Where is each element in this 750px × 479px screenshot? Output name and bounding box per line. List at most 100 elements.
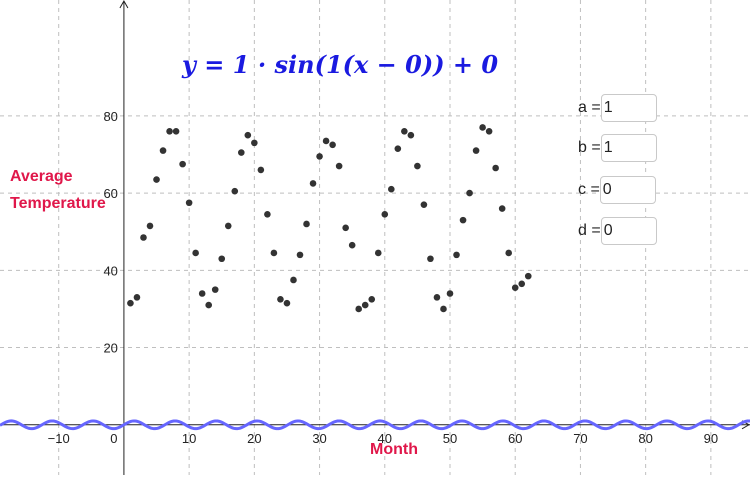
data-point[interactable] bbox=[264, 211, 271, 218]
parameter-c-row: c = 0 bbox=[578, 175, 656, 205]
data-point[interactable] bbox=[238, 149, 245, 156]
data-point[interactable] bbox=[459, 216, 467, 224]
data-point[interactable] bbox=[381, 211, 389, 218]
parameter-c-input[interactable]: 0 bbox=[599, 176, 656, 204]
data-point[interactable] bbox=[485, 128, 493, 135]
data-point[interactable] bbox=[505, 249, 512, 257]
parameter-d-input[interactable]: 0 bbox=[600, 217, 657, 245]
data-point[interactable] bbox=[433, 294, 441, 301]
data-points bbox=[127, 124, 532, 313]
data-point[interactable] bbox=[407, 131, 415, 139]
function-equation: y = 1 · sin(1(x − 0)) + 0 bbox=[182, 50, 499, 79]
data-point[interactable] bbox=[388, 185, 395, 193]
data-point[interactable] bbox=[329, 141, 336, 149]
data-point[interactable] bbox=[211, 286, 219, 293]
sine-curve-layer bbox=[0, 419, 750, 431]
data-point[interactable] bbox=[414, 162, 421, 170]
x-tick-label: 50 bbox=[443, 431, 457, 446]
y-tick-label: 80 bbox=[103, 109, 117, 124]
data-point[interactable] bbox=[303, 220, 310, 228]
data-point[interactable] bbox=[277, 295, 284, 303]
y-tick-label: 20 bbox=[103, 341, 117, 356]
y-axis-title-line-1: Average bbox=[10, 168, 73, 185]
y-axis-title-line-2: Temperature bbox=[10, 195, 106, 212]
data-point[interactable] bbox=[153, 176, 160, 183]
data-point[interactable] bbox=[127, 299, 134, 307]
data-point[interactable] bbox=[368, 295, 376, 303]
x-axis-title: Month bbox=[370, 441, 418, 458]
data-point[interactable] bbox=[492, 164, 499, 172]
parameter-d-row: d = 0 bbox=[578, 216, 657, 246]
data-point[interactable] bbox=[192, 249, 199, 257]
data-point[interactable] bbox=[172, 128, 180, 135]
data-point[interactable] bbox=[401, 128, 408, 135]
y-tick-label: 40 bbox=[103, 263, 117, 278]
parameter-b-input[interactable]: 1 bbox=[600, 134, 657, 162]
data-point[interactable] bbox=[466, 189, 473, 197]
data-point[interactable] bbox=[296, 251, 304, 259]
data-point[interactable] bbox=[244, 131, 252, 139]
x-tick-label: 30 bbox=[312, 431, 326, 446]
data-point[interactable] bbox=[374, 249, 382, 257]
data-point[interactable] bbox=[166, 128, 173, 135]
data-point[interactable] bbox=[316, 153, 323, 160]
x-tick-label: 0 bbox=[110, 431, 117, 446]
x-tick-label: 20 bbox=[247, 431, 261, 446]
data-point[interactable] bbox=[446, 290, 454, 297]
data-point[interactable] bbox=[224, 222, 232, 230]
data-point[interactable] bbox=[394, 145, 402, 152]
parameter-a-label: a = bbox=[578, 99, 601, 116]
parameter-d-label: d = bbox=[578, 222, 601, 239]
data-point[interactable] bbox=[185, 199, 193, 207]
parameter-b-label: b = bbox=[578, 139, 601, 156]
sine-curve[interactable] bbox=[0, 419, 750, 431]
data-point[interactable] bbox=[420, 201, 428, 208]
data-point[interactable] bbox=[524, 272, 532, 280]
x-tick-label: 60 bbox=[508, 431, 522, 446]
data-point[interactable] bbox=[453, 251, 460, 259]
data-point[interactable] bbox=[479, 124, 486, 131]
parameter-c-label: c = bbox=[578, 181, 600, 198]
data-point[interactable] bbox=[179, 160, 186, 168]
data-point[interactable] bbox=[472, 147, 480, 154]
data-point[interactable] bbox=[290, 276, 297, 284]
data-point[interactable] bbox=[251, 139, 258, 147]
data-point[interactable] bbox=[159, 147, 167, 154]
data-point[interactable] bbox=[355, 305, 362, 313]
parameter-a-row: a = 1 bbox=[578, 93, 657, 123]
data-point[interactable] bbox=[348, 241, 356, 249]
data-point[interactable] bbox=[140, 234, 147, 241]
x-tick-label: 10 bbox=[182, 431, 196, 446]
data-point[interactable] bbox=[270, 249, 278, 257]
data-point[interactable] bbox=[518, 280, 526, 288]
data-point[interactable] bbox=[133, 294, 141, 301]
data-point[interactable] bbox=[440, 305, 447, 313]
data-point[interactable] bbox=[205, 301, 212, 309]
data-point[interactable] bbox=[342, 224, 349, 232]
x-tick-label: 80 bbox=[638, 431, 652, 446]
x-tick-label: 70 bbox=[573, 431, 587, 446]
data-point[interactable] bbox=[427, 255, 434, 263]
data-point[interactable] bbox=[511, 284, 519, 292]
parameter-a-input[interactable]: 1 bbox=[600, 94, 657, 122]
data-point[interactable] bbox=[257, 166, 265, 174]
data-point[interactable] bbox=[231, 187, 239, 195]
y-tick-label: 60 bbox=[103, 186, 117, 201]
data-point[interactable] bbox=[322, 137, 330, 145]
data-point[interactable] bbox=[146, 222, 154, 230]
data-point[interactable] bbox=[283, 299, 291, 307]
data-point[interactable] bbox=[309, 180, 317, 187]
data-point[interactable] bbox=[335, 162, 343, 170]
x-tick-label: −10 bbox=[48, 431, 70, 446]
x-tick-label: 40 bbox=[378, 431, 392, 446]
data-point[interactable] bbox=[198, 290, 206, 297]
x-tick-label: 90 bbox=[704, 431, 718, 446]
data-point[interactable] bbox=[218, 255, 226, 263]
y-axis-arrow bbox=[119, 0, 129, 9]
data-point[interactable] bbox=[498, 205, 506, 212]
parameter-b-row: b = 1 bbox=[578, 133, 657, 163]
y-axis-title: Average Temperature bbox=[10, 163, 106, 217]
data-point[interactable] bbox=[361, 301, 369, 309]
